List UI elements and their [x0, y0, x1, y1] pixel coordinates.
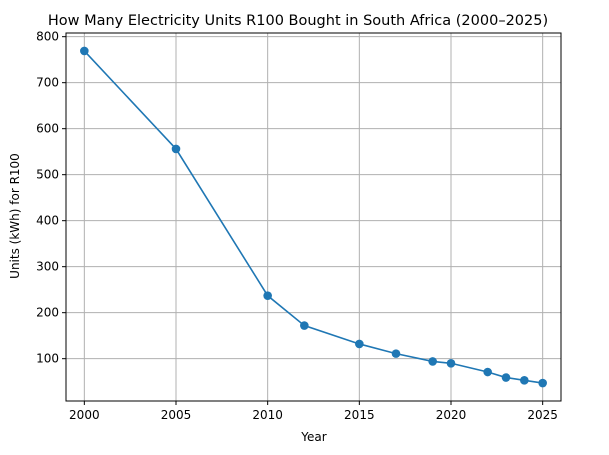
y-tick-label-3: 400: [36, 214, 59, 228]
data-point-2023: [501, 373, 511, 382]
chart-title: How Many Electricity Units R100 Bought i…: [48, 13, 548, 29]
x-tick-label-4: 2020: [436, 408, 467, 422]
grid-lines: [66, 33, 561, 401]
y-tick-label-7: 800: [36, 30, 59, 44]
data-point-2024: [520, 376, 529, 385]
data-point-2015: [355, 339, 364, 349]
data-point-2019: [428, 357, 437, 366]
x-tick-label-1: 2005: [161, 408, 192, 422]
data-point-2025: [538, 378, 547, 388]
x-axis-label: Year: [300, 430, 326, 444]
x-tick-label-2: 2010: [252, 408, 283, 422]
data-point-2012: [300, 321, 309, 330]
y-tick-label-2: 300: [36, 260, 59, 274]
data-point-2010: [263, 291, 272, 300]
x-tick-label-0: 2000: [69, 408, 100, 422]
series-line-0: [83, 50, 543, 384]
y-tick-label-0: 100: [36, 352, 59, 366]
data-point-2005: [171, 144, 181, 154]
y-tick-label-6: 700: [36, 76, 59, 90]
data-series: [80, 46, 547, 388]
data-point-2020: [446, 358, 456, 368]
axis-ticks: 2000 2005 2010 2015 2020 2025 100 200 300 400 500 6…: [36, 30, 558, 422]
x-tick-label-3: 2015: [344, 408, 375, 422]
data-point-2017: [391, 349, 401, 358]
y-tick-label-5: 600: [36, 122, 59, 136]
data-point-2000: [80, 46, 89, 56]
y-tick-label-1: 200: [36, 306, 59, 320]
y-axis-label: Units (kWh) for R100: [8, 153, 22, 279]
plot-area-frame: [65, 32, 562, 402]
x-tick-label-5: 2025: [527, 408, 558, 422]
data-point-2022: [483, 367, 492, 377]
y-tick-label-4: 500: [36, 168, 59, 182]
